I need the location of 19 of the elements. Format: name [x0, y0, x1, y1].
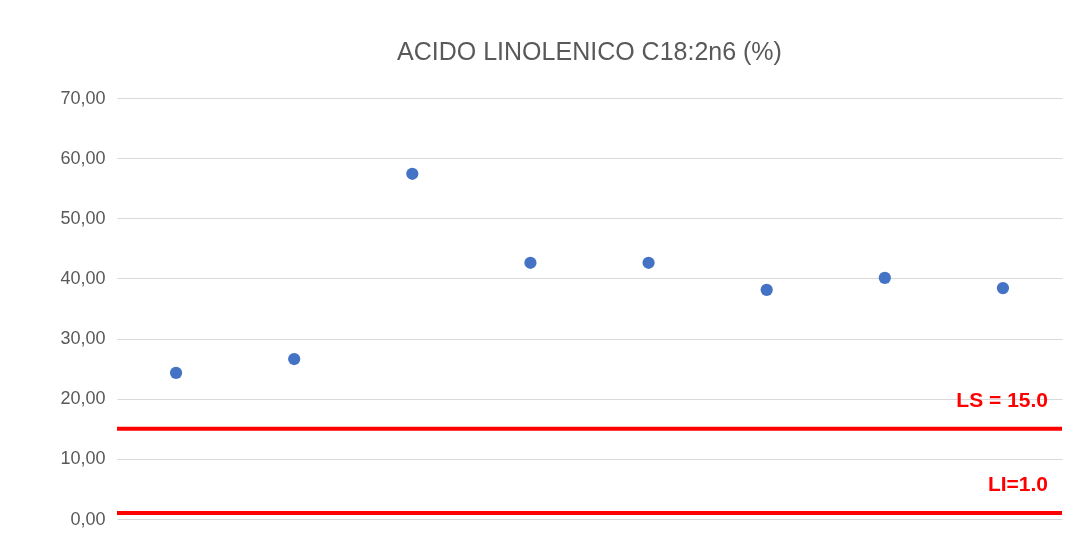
point [406, 167, 419, 180]
point [642, 256, 655, 269]
chart-title: ACIDO LINOLENICO C18:2n6 (%) [397, 37, 782, 65]
point [169, 366, 183, 379]
point [288, 352, 301, 366]
ref-line-label: LS = 15.0 [956, 387, 1048, 411]
y-tick-label: 40,00 [60, 267, 106, 288]
point [760, 283, 773, 296]
ref-line-label: LI=1.0 [987, 471, 1048, 495]
y-tick-label: 30,00 [60, 328, 106, 349]
y-tick-label: 20,00 [60, 388, 106, 409]
y-tick-label: 10,00 [60, 448, 106, 469]
y-tick-label: 70,00 [60, 87, 106, 108]
y-tick-label: 0,00 [70, 508, 106, 529]
y-tick-label: 60,00 [60, 147, 106, 168]
y-tick-label: 50,00 [60, 207, 106, 228]
point [524, 256, 537, 269]
point [878, 271, 891, 284]
point [996, 281, 1010, 295]
